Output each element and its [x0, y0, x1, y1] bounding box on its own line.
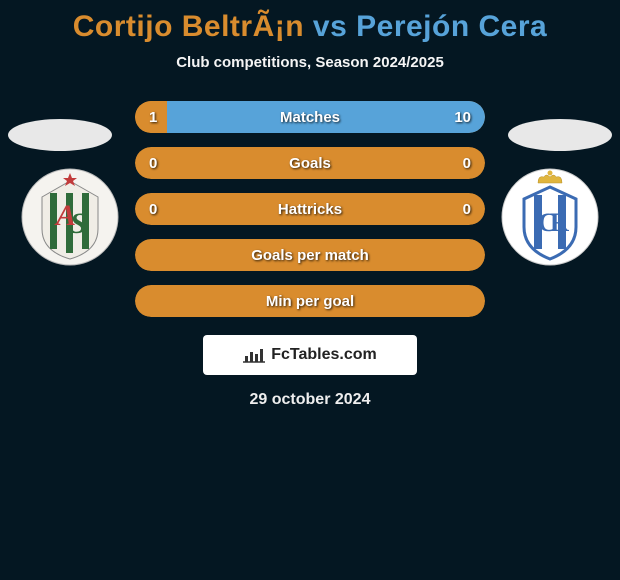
date-label: 29 october 2024: [0, 391, 620, 409]
attribution-text: FcTables.com: [271, 346, 377, 364]
club-badge-right-svg: C R: [500, 167, 600, 267]
stat-bar: Goals0 0: [135, 147, 485, 179]
stat-label: Matches: [135, 101, 485, 133]
stat-bar: Hattricks0 0: [135, 193, 485, 225]
title-player-right: vs Perejón Cera: [313, 10, 547, 43]
stat-bars: Matches110Goals00Hattricks00Goals per ma…: [135, 101, 485, 317]
stat-bar: Matches1 10: [135, 101, 485, 133]
title-player-left: Cortijo BeltrÃ¡n: [73, 10, 313, 43]
club-badge-right: C R: [500, 167, 600, 267]
player-photo-left: [8, 119, 112, 151]
stat-label: Min per goal: [135, 285, 485, 317]
stat-bar: Min per goal: [135, 285, 485, 317]
stat-label: Goals: [135, 147, 485, 179]
svg-text:S: S: [70, 207, 87, 240]
stat-value-left: 0: [149, 193, 157, 225]
content-area: A S C R Matches110Goals00Hattricks00Goal…: [0, 101, 620, 409]
stat-value-right: 0: [463, 147, 471, 179]
stat-label: Hattricks: [135, 193, 485, 225]
stat-value-right: 0: [463, 193, 471, 225]
stat-value-right: 10: [454, 101, 471, 133]
stat-bar: Goals per match: [135, 239, 485, 271]
stat-label: Goals per match: [135, 239, 485, 271]
subtitle: Club competitions, Season 2024/2025: [0, 54, 620, 71]
attribution-badge: FcTables.com: [203, 335, 417, 375]
svg-text:R: R: [550, 208, 569, 237]
club-badge-left-svg: A S: [20, 167, 120, 267]
player-photo-right: [508, 119, 612, 151]
stat-value-left: 0: [149, 147, 157, 179]
stat-value-left: 1: [149, 101, 157, 133]
chart-icon: [243, 346, 265, 364]
club-badge-left: A S: [20, 167, 120, 267]
comparison-title: Cortijo BeltrÃ¡n vs Perejón Cera: [0, 0, 620, 44]
